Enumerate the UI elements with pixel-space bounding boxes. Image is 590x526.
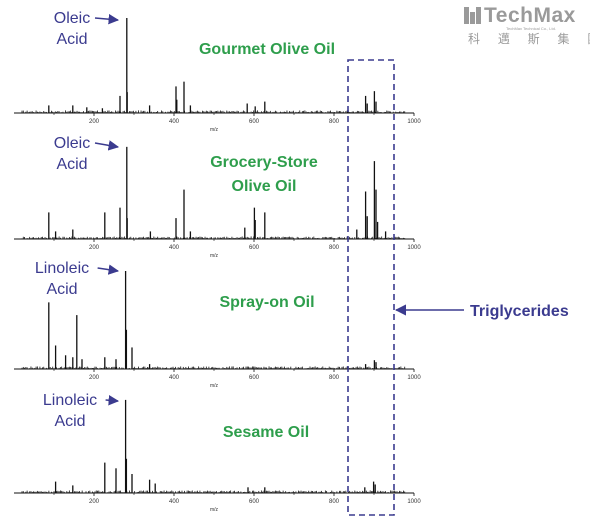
x-axis-label-4: m/z: [210, 507, 219, 513]
logo-tagline: TechMax Technical Co., Ltd.: [506, 26, 556, 31]
peak-annotation-4: Acid: [54, 413, 85, 430]
x-axis-label-3: m/z: [210, 383, 219, 389]
x-tick-label-4-600: 600: [249, 499, 260, 505]
panel-title-2: Grocery-Store: [210, 154, 318, 171]
x-tick-label-1-400: 400: [169, 119, 180, 125]
techmax-logo: TechMax TechMax Technical Co., Ltd. 科 邁 …: [462, 4, 590, 48]
x-tick-label-2-800: 800: [329, 245, 340, 251]
x-tick-label-3-1000: 1000: [407, 375, 421, 381]
x-tick-label-1-1000: 1000: [407, 119, 421, 125]
peak-annotation-1: Acid: [56, 31, 87, 48]
logo-subtitle: 科 邁 斯 集 團: [468, 32, 590, 46]
peak-annotation-1: Oleic: [54, 10, 90, 27]
annotation-arrow-2: [94, 140, 120, 151]
x-tick-label-4-1000: 1000: [407, 499, 421, 505]
annotation-arrow-3: [97, 264, 120, 275]
panel-title-4: Sesame Oil: [223, 424, 309, 441]
x-tick-label-2-600: 600: [249, 245, 260, 251]
x-tick-label-4-400: 400: [169, 499, 180, 505]
annotation-arrow-1: [94, 13, 120, 25]
x-tick-label-2-400: 400: [169, 245, 180, 251]
x-axis-label-1: m/z: [210, 127, 219, 133]
peak-annotation-2: Acid: [56, 156, 87, 173]
panel-title-1: Gourmet Olive Oil: [199, 41, 335, 58]
triglyceride-region-box: [347, 59, 395, 516]
x-tick-label-1-600: 600: [249, 119, 260, 125]
panel-title-2: Olive Oil: [232, 178, 297, 195]
peak-annotation-4: Linoleic: [43, 392, 97, 409]
x-axis-label-2: m/z: [210, 253, 219, 259]
techmax-logo-mark: [464, 7, 481, 24]
x-tick-label-1-200: 200: [89, 119, 100, 125]
x-tick-label-2-200: 200: [89, 245, 100, 251]
triglycerides-label: Triglycerides: [470, 303, 569, 320]
x-tick-label-3-200: 200: [89, 375, 100, 381]
x-tick-label-1-800: 800: [329, 119, 340, 125]
x-tick-label-3-800: 800: [329, 375, 340, 381]
x-tick-label-4-200: 200: [89, 499, 100, 505]
x-tick-label-2-1000: 1000: [407, 245, 421, 251]
annotation-arrow-4: [105, 395, 120, 406]
x-tick-label-3-600: 600: [249, 375, 260, 381]
x-tick-label-4-800: 800: [329, 499, 340, 505]
logo-name: TechMax: [484, 4, 576, 27]
peak-annotation-3: Linoleic: [35, 260, 89, 277]
x-tick-label-3-400: 400: [169, 375, 180, 381]
peak-annotation-3: Acid: [46, 281, 77, 298]
panel-title-3: Spray-on Oil: [219, 294, 314, 311]
peak-annotation-2: Oleic: [54, 135, 90, 152]
